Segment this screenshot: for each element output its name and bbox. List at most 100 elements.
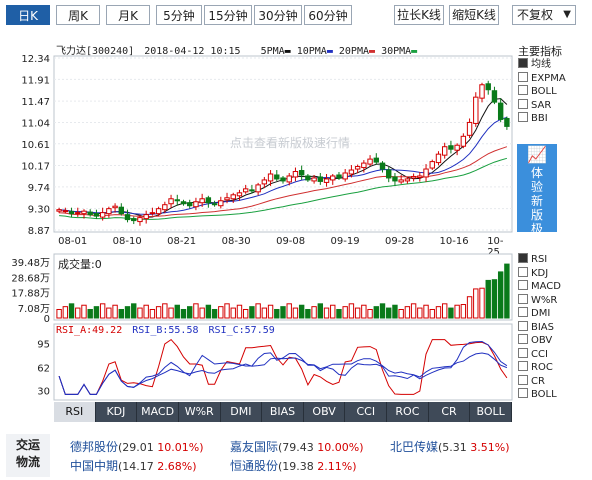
indicator-tab-kdj[interactable]: KDJ — [95, 402, 138, 422]
sub-indicator-cci[interactable]: CCI — [518, 347, 548, 361]
checkbox-icon[interactable] — [518, 334, 528, 344]
tab-daily-k[interactable]: 日K — [6, 5, 50, 25]
indicator-tab-rsi[interactable]: RSI — [54, 402, 96, 422]
checkbox-icon[interactable] — [518, 85, 528, 95]
candle-body — [75, 212, 81, 215]
indicator-tab-obv[interactable]: OBV — [303, 402, 346, 422]
indicator-tab-macd[interactable]: MACD — [137, 402, 179, 422]
indicator-label: CCI — [531, 348, 548, 360]
checkbox-icon[interactable] — [518, 293, 528, 304]
indicator-label: EXPMA — [531, 72, 566, 84]
hot-stock-change: 10.01%) — [157, 441, 204, 454]
checkbox-icon[interactable] — [518, 307, 528, 317]
hot-stock-name[interactable]: 嘉友国际 — [230, 440, 279, 454]
tab-15min[interactable]: 15分钟 — [204, 5, 252, 25]
candle-body — [497, 102, 504, 120]
shrink-k-button[interactable]: 缩短K线 — [449, 5, 499, 25]
hot-stock-item[interactable]: 北巴传媒(5.31 3.51%) — [390, 438, 510, 455]
hot-stock-name[interactable]: 恒通股份 — [230, 459, 279, 473]
sub-indicator-rsi[interactable]: RSI — [518, 253, 547, 266]
indicator-tab-dmi[interactable]: DMI — [220, 402, 263, 422]
tab-60min[interactable]: 60分钟 — [304, 5, 352, 25]
main-indicator-bbi[interactable]: BBI — [518, 112, 548, 125]
indicator-tab-cr[interactable]: CR — [428, 402, 471, 422]
candle-body — [398, 179, 404, 183]
date-tick-label: 08-30 — [221, 236, 251, 247]
checkbox-icon[interactable] — [518, 266, 528, 277]
hot-stock-item[interactable]: 中国中期(14.17 2.68%) — [70, 457, 197, 474]
main-indicator-expma[interactable]: EXPMA — [518, 71, 566, 85]
stretch-k-button[interactable]: 拉长K线 — [394, 5, 444, 25]
watermark-text[interactable]: 点击查看新版极速行情 — [230, 135, 350, 150]
hot-stock-item[interactable]: 恒通股份(19.38 2.11%) — [230, 457, 357, 474]
checkbox-icon[interactable] — [518, 388, 528, 398]
indicator-tab-wr[interactable]: W%R — [178, 402, 221, 422]
adjust-select-value: 不复权 — [517, 8, 554, 22]
sub-indicator-obv[interactable]: OBV — [518, 334, 552, 347]
sub-indicator-bias[interactable]: BIAS — [518, 320, 554, 334]
sub-indicator-wr[interactable]: W%R — [518, 293, 558, 307]
checkbox-icon[interactable] — [518, 280, 528, 290]
checkbox-icon[interactable] — [518, 361, 528, 371]
checkbox-icon[interactable] — [518, 253, 528, 263]
date-tick-label: 09-19 — [330, 236, 360, 247]
checkbox-icon[interactable] — [518, 374, 528, 385]
rsi-chart[interactable]: 95 62 30 — [0, 322, 516, 402]
volume-bar — [410, 303, 417, 319]
hot-stock-name[interactable]: 北巴传媒 — [390, 440, 439, 454]
checkbox-icon[interactable] — [518, 98, 528, 109]
checkbox-icon[interactable] — [518, 58, 528, 68]
indicator-tab-roc[interactable]: ROC — [387, 402, 429, 422]
chevron-down-icon: ▼ — [563, 9, 571, 20]
tab-5min[interactable]: 5分钟 — [156, 5, 202, 25]
sub-indicator-boll[interactable]: BOLL — [518, 388, 557, 401]
sub-indicator-roc[interactable]: ROC — [518, 361, 553, 374]
kline-chart[interactable]: 12.34 11.91 11.47 11.04 10.61 10.17 9.74 9.30 8.… — [0, 52, 516, 252]
sub-indicator-kdj[interactable]: KDJ — [518, 266, 548, 280]
tab-30min[interactable]: 30分钟 — [254, 5, 302, 25]
hot-stock-item[interactable]: 德邦股份(29.01 10.01%) — [70, 438, 204, 455]
candle-body — [224, 197, 230, 201]
indicator-tab-cci[interactable]: CCI — [345, 402, 388, 422]
candle-body — [211, 203, 218, 206]
hot-stock-item[interactable]: 嘉友国际(79.43 10.00%) — [230, 438, 364, 455]
main-indicator-[interactable]: 均线 — [518, 58, 551, 71]
tab-monthly-k[interactable]: 月K — [106, 5, 150, 25]
candle-body — [348, 169, 355, 175]
checkbox-icon[interactable] — [518, 347, 528, 358]
price-tick-label: 11.91 — [21, 75, 50, 86]
sub-indicator-dmi[interactable]: DMI — [518, 307, 550, 320]
hot-stock-name[interactable]: 德邦股份 — [70, 440, 119, 454]
volume-bar — [68, 303, 75, 319]
indicator-tab-bias[interactable]: BIAS — [262, 402, 304, 422]
candle-body — [473, 96, 479, 124]
indicator-label: W%R — [531, 294, 558, 306]
checkbox-icon[interactable] — [518, 71, 528, 82]
main-indicator-sar[interactable]: SAR — [518, 98, 551, 112]
promo-button[interactable]: 📈 体验新版极速行情 — [517, 144, 557, 278]
hot-stock-price: (5.31 — [438, 441, 471, 454]
indicator-tab-boll[interactable]: BOLL — [470, 402, 512, 422]
sub-indicator-macd[interactable]: MACD — [518, 280, 561, 293]
candle-body — [230, 194, 236, 200]
volume-bar — [93, 306, 100, 319]
candle-body — [255, 184, 261, 193]
checkbox-icon[interactable] — [518, 112, 528, 122]
volume-bar — [62, 306, 69, 319]
candle-body — [305, 175, 311, 181]
checkbox-icon[interactable] — [518, 320, 528, 331]
candle-body — [242, 188, 249, 193]
volume-bar — [131, 303, 137, 319]
candle-body — [379, 162, 386, 170]
hot-stock-name[interactable]: 中国中期 — [70, 459, 119, 473]
adjust-select[interactable]: 不复权 ▼ — [512, 5, 576, 25]
sub-indicator-cr[interactable]: CR — [518, 374, 545, 388]
main-indicator-boll[interactable]: BOLL — [518, 85, 557, 98]
hot-stock-change: 3.51%) — [470, 441, 510, 454]
volume-bar — [373, 306, 379, 319]
tab-weekly-k[interactable]: 周K — [56, 5, 100, 25]
volume-bar — [386, 307, 392, 319]
volume-bar — [87, 308, 93, 319]
candle-body — [392, 176, 398, 182]
